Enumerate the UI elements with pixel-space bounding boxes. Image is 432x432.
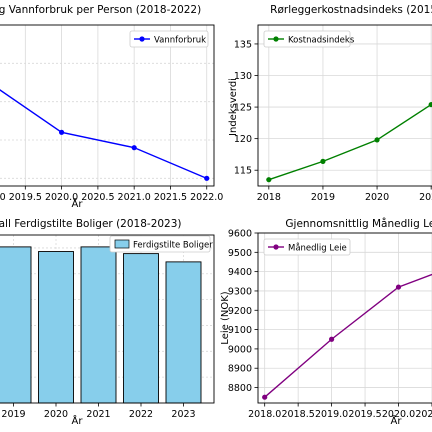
- y-tick-label: 9000: [228, 344, 252, 355]
- legend-box: [263, 30, 351, 48]
- data-point: [131, 145, 137, 151]
- data-point: [320, 158, 326, 164]
- plot-frame: [0, 24, 215, 187]
- y-tick-label: 8900: [228, 364, 252, 375]
- x-tick-label: 2020.0: [382, 409, 415, 420]
- x-tick-label: 2023: [171, 409, 195, 420]
- chart-title: tall Ferdigstilte Boliger (2018-2023): [0, 218, 182, 230]
- x-tick-label: 2019: [311, 192, 335, 203]
- legend-swatch-marker: [139, 36, 145, 42]
- y-tick-label: 9600: [228, 229, 252, 240]
- x-tick-label: 2018.0: [248, 409, 281, 420]
- series-vannforbruk: [0, 89, 210, 181]
- legend: Kostnadsindeks: [263, 30, 355, 48]
- x-axis-label: År: [72, 197, 84, 210]
- x-axis-label: År: [391, 414, 403, 427]
- y-tick-label: 115: [234, 166, 252, 177]
- x-tick-label: 2021.0: [118, 192, 151, 203]
- y-axis-label: Leie (NOK): [220, 291, 231, 344]
- y-tick-label: 130: [234, 71, 252, 82]
- y-axis-label: Indeksverdi: [228, 78, 239, 136]
- chart-title: Gjennomsnittlig Månedlig Leie: [285, 217, 432, 230]
- legend: Ferdigstilte Boliger: [109, 235, 213, 253]
- x-tick-label: 2020: [365, 192, 389, 203]
- x-tick-label: 2021: [419, 192, 432, 203]
- x-tick-label: 2019: [1, 409, 25, 420]
- x-tick-label: 2019.0: [0, 192, 6, 203]
- chart-title: g Vannforbruk per Person (2018-2022): [0, 4, 201, 16]
- bar-2020: [38, 251, 74, 404]
- data-point: [374, 137, 380, 143]
- legend-swatch-marker: [273, 36, 279, 42]
- bar-2023: [165, 261, 202, 404]
- plot-frame: [0, 234, 215, 404]
- plot-area: [0, 25, 214, 186]
- x-tick-label: 2018.5: [282, 409, 315, 420]
- x-tick-label: 2022: [129, 409, 153, 420]
- data-point: [266, 177, 272, 183]
- legend-box: [263, 238, 351, 256]
- legend-swatch: [114, 239, 130, 249]
- bar-2021: [80, 246, 117, 404]
- y-tick-label: 9400: [228, 267, 252, 278]
- legend-label: Ferdigstilte Boliger: [133, 241, 213, 251]
- x-tick-label: 2021.5: [154, 192, 187, 203]
- legend-swatch-marker: [273, 244, 279, 250]
- x-tick-label: 2020.5: [415, 409, 432, 420]
- data-point: [262, 394, 268, 400]
- x-axis-label: År: [72, 414, 84, 427]
- legend-label: Vannforbruk: [154, 36, 206, 46]
- x-tick-label: 2022.0: [190, 192, 223, 203]
- legend-box: [129, 30, 209, 48]
- x-tick-label: 2020.5: [81, 192, 114, 203]
- legend-label: Kostnadsindeks: [288, 36, 355, 46]
- y-tick-label: 135: [234, 39, 252, 50]
- y-tick-label: 9500: [228, 248, 252, 259]
- y-tick-label: 120: [234, 134, 252, 145]
- plot-frame: [257, 232, 432, 404]
- x-tick-label: 2019.0: [315, 409, 348, 420]
- legend: Månedlig Leie: [263, 238, 351, 256]
- y-tick-label: 125: [234, 103, 252, 114]
- legend-box: [109, 235, 211, 253]
- plot-area: [258, 233, 432, 403]
- x-tick-label: 2019.5: [348, 409, 381, 420]
- x-tick-label: 2021: [86, 409, 110, 420]
- bar-2022: [123, 253, 159, 404]
- y-tick-label: 9300: [228, 286, 252, 297]
- x-tick-label: 2020.0: [45, 192, 78, 203]
- legend: Vannforbruk: [129, 30, 209, 48]
- data-point: [204, 175, 210, 181]
- y-tick-label: 8800: [228, 383, 252, 394]
- x-tick-label: 2019.5: [9, 192, 42, 203]
- bar-2019: [0, 246, 32, 404]
- data-point: [395, 284, 402, 290]
- chart-panel-3: 2019 2020 2021 2022 2023 tall Ferdigstilte Bo…: [0, 218, 215, 427]
- data-point: [428, 101, 432, 108]
- data-point: [329, 336, 335, 342]
- y-tick-label: 9200: [228, 306, 252, 317]
- legend-label: Månedlig Leie: [288, 243, 347, 254]
- y-tick-label: 9100: [228, 325, 252, 336]
- x-tick-label: 2018: [257, 192, 281, 203]
- x-tick-label: 2020: [44, 409, 68, 420]
- plot-area: [258, 25, 432, 186]
- chart-panel-2: 2018 2019 2020 2021 115 120 125 130 135 Rørlegger…: [228, 4, 432, 203]
- data-point: [59, 129, 65, 135]
- plot-frame: [257, 24, 432, 187]
- chart-title: Rørleggerkostnadsindeks (2015=: [270, 4, 432, 16]
- series-kostnadsindeks: [266, 101, 432, 183]
